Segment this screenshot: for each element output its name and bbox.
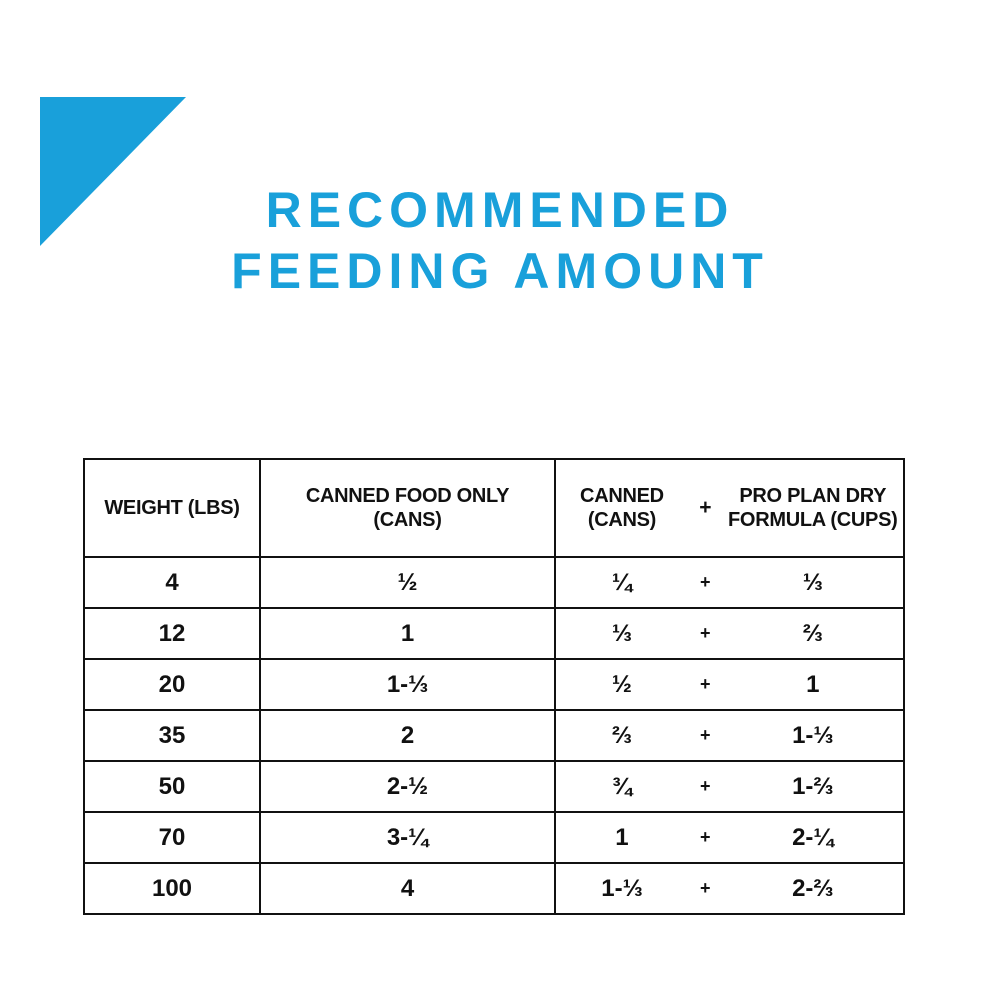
page-title: RECOMMENDED FEEDING AMOUNT xyxy=(0,180,1000,302)
table-row: 20 1-⅓ ½ + 1 xyxy=(83,658,905,711)
dry-value: 2-⅔ xyxy=(792,874,834,902)
canned-value: ¾ xyxy=(611,772,632,800)
dry-value: 1 xyxy=(806,670,820,698)
canned-only-cell: 2-½ xyxy=(259,760,556,813)
weight-cell: 50 xyxy=(83,760,261,813)
header-canned-only: CANNED FOOD ONLY (CANS) xyxy=(259,458,556,558)
header-combo: CANNED (CANS) + PRO PLAN DRY FORMULA (CU… xyxy=(554,458,905,558)
dry-value: 2-¼ xyxy=(792,823,834,851)
feeding-amount-table: WEIGHT (LBS) CANNED FOOD ONLY (CANS) CAN… xyxy=(83,458,905,915)
header-plus-sign: + xyxy=(699,496,712,520)
table-row: 4 ½ ¼ + ⅓ xyxy=(83,556,905,609)
plus-sign: + xyxy=(699,878,711,898)
plus-sign: + xyxy=(699,674,711,694)
table-row: 70 3-¼ 1 + 2-¼ xyxy=(83,811,905,864)
table-row: 12 1 ⅓ + ⅔ xyxy=(83,607,905,660)
page-title-line1: RECOMMENDED xyxy=(265,182,735,238)
header-weight: WEIGHT (LBS) xyxy=(83,458,261,558)
canned-value: 1-⅓ xyxy=(601,874,643,902)
canned-only-cell: 1 xyxy=(259,607,556,660)
canned-only-cell: 3-¼ xyxy=(259,811,556,864)
plus-sign: + xyxy=(699,827,711,847)
dry-value: 1-⅔ xyxy=(792,772,834,800)
dry-value: 1-⅓ xyxy=(792,721,834,749)
canned-only-cell: 4 xyxy=(259,862,556,915)
page-title-line2: FEEDING AMOUNT xyxy=(231,243,769,299)
weight-cell: 100 xyxy=(83,862,261,915)
weight-cell: 70 xyxy=(83,811,261,864)
header-dry-formula: PRO PLAN DRY FORMULA (CUPS) xyxy=(728,485,898,531)
combo-cell: ¾ + 1-⅔ xyxy=(554,760,905,813)
canned-value: ⅔ xyxy=(611,721,632,749)
plus-sign: + xyxy=(699,623,711,643)
dry-value: ⅓ xyxy=(802,568,823,596)
combo-cell: ¼ + ⅓ xyxy=(554,556,905,609)
combo-cell: ⅔ + 1-⅓ xyxy=(554,709,905,762)
table-header-row: WEIGHT (LBS) CANNED FOOD ONLY (CANS) CAN… xyxy=(83,458,905,558)
weight-cell: 20 xyxy=(83,658,261,711)
canned-value: 1 xyxy=(615,823,629,851)
combo-cell: 1 + 2-¼ xyxy=(554,811,905,864)
plus-sign: + xyxy=(699,776,711,796)
canned-only-cell: 2 xyxy=(259,709,556,762)
canned-only-cell: ½ xyxy=(259,556,556,609)
canned-value: ¼ xyxy=(611,568,632,596)
combo-cell: ½ + 1 xyxy=(554,658,905,711)
dry-value: ⅔ xyxy=(802,619,823,647)
plus-sign: + xyxy=(699,725,711,745)
table-row: 100 4 1-⅓ + 2-⅔ xyxy=(83,862,905,915)
canned-only-cell: 1-⅓ xyxy=(259,658,556,711)
weight-cell: 12 xyxy=(83,607,261,660)
combo-cell: 1-⅓ + 2-⅔ xyxy=(554,862,905,915)
weight-cell: 35 xyxy=(83,709,261,762)
combo-cell: ⅓ + ⅔ xyxy=(554,607,905,660)
plus-sign: + xyxy=(699,572,711,592)
table-row: 35 2 ⅔ + 1-⅓ xyxy=(83,709,905,762)
canned-value: ½ xyxy=(611,670,632,698)
weight-cell: 4 xyxy=(83,556,261,609)
canned-value: ⅓ xyxy=(611,619,632,647)
header-canned: CANNED (CANS) xyxy=(580,485,664,531)
table-row: 50 2-½ ¾ + 1-⅔ xyxy=(83,760,905,813)
